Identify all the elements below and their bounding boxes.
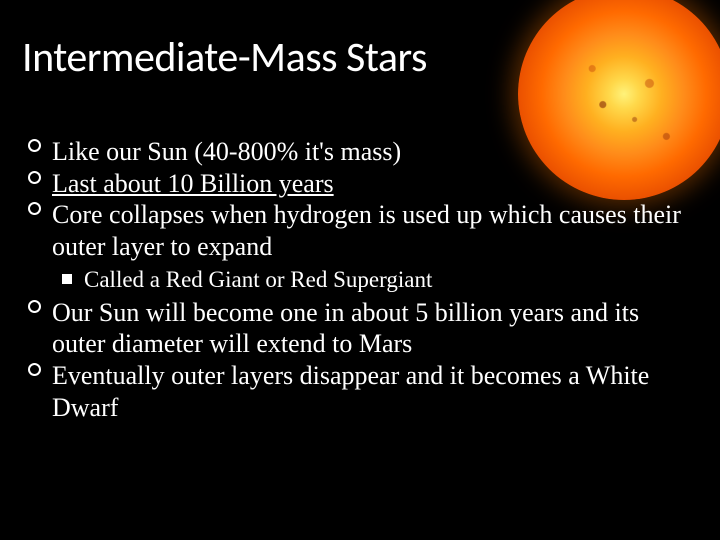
bullet-item: Eventually outer layers disappear and it…	[28, 360, 692, 423]
bullet-text: Last about 10 Billion years	[52, 169, 334, 198]
bullet-text: Our Sun will become one in about 5 billi…	[52, 298, 639, 359]
subbullet-text: Called a Red Giant or Red Supergiant	[84, 267, 432, 292]
subbullet-item: Called a Red Giant or Red Supergiant	[28, 265, 692, 295]
bullet-item: Last about 10 Billion years	[28, 168, 692, 200]
bullet-item: Core collapses when hydrogen is used up …	[28, 199, 692, 262]
bullet-marker-icon	[28, 300, 41, 313]
bullet-text: Like our Sun (40-800% it's mass)	[52, 137, 401, 166]
bullet-marker-icon	[28, 363, 41, 376]
subbullet-marker-icon	[62, 274, 72, 284]
bullet-marker-icon	[28, 202, 41, 215]
bullet-text: Core collapses when hydrogen is used up …	[52, 200, 681, 261]
bullet-text: Eventually outer layers disappear and it…	[52, 361, 649, 422]
bullet-item: Our Sun will become one in about 5 billi…	[28, 297, 692, 360]
bullet-marker-icon	[28, 171, 41, 184]
slide-title: Intermediate-Mass Stars	[22, 32, 427, 83]
bullet-marker-icon	[28, 139, 41, 152]
slide-content: Like our Sun (40-800% it's mass) Last ab…	[28, 136, 692, 424]
slide: Intermediate-Mass Stars Like our Sun (40…	[0, 0, 720, 540]
bullet-item: Like our Sun (40-800% it's mass)	[28, 136, 692, 168]
